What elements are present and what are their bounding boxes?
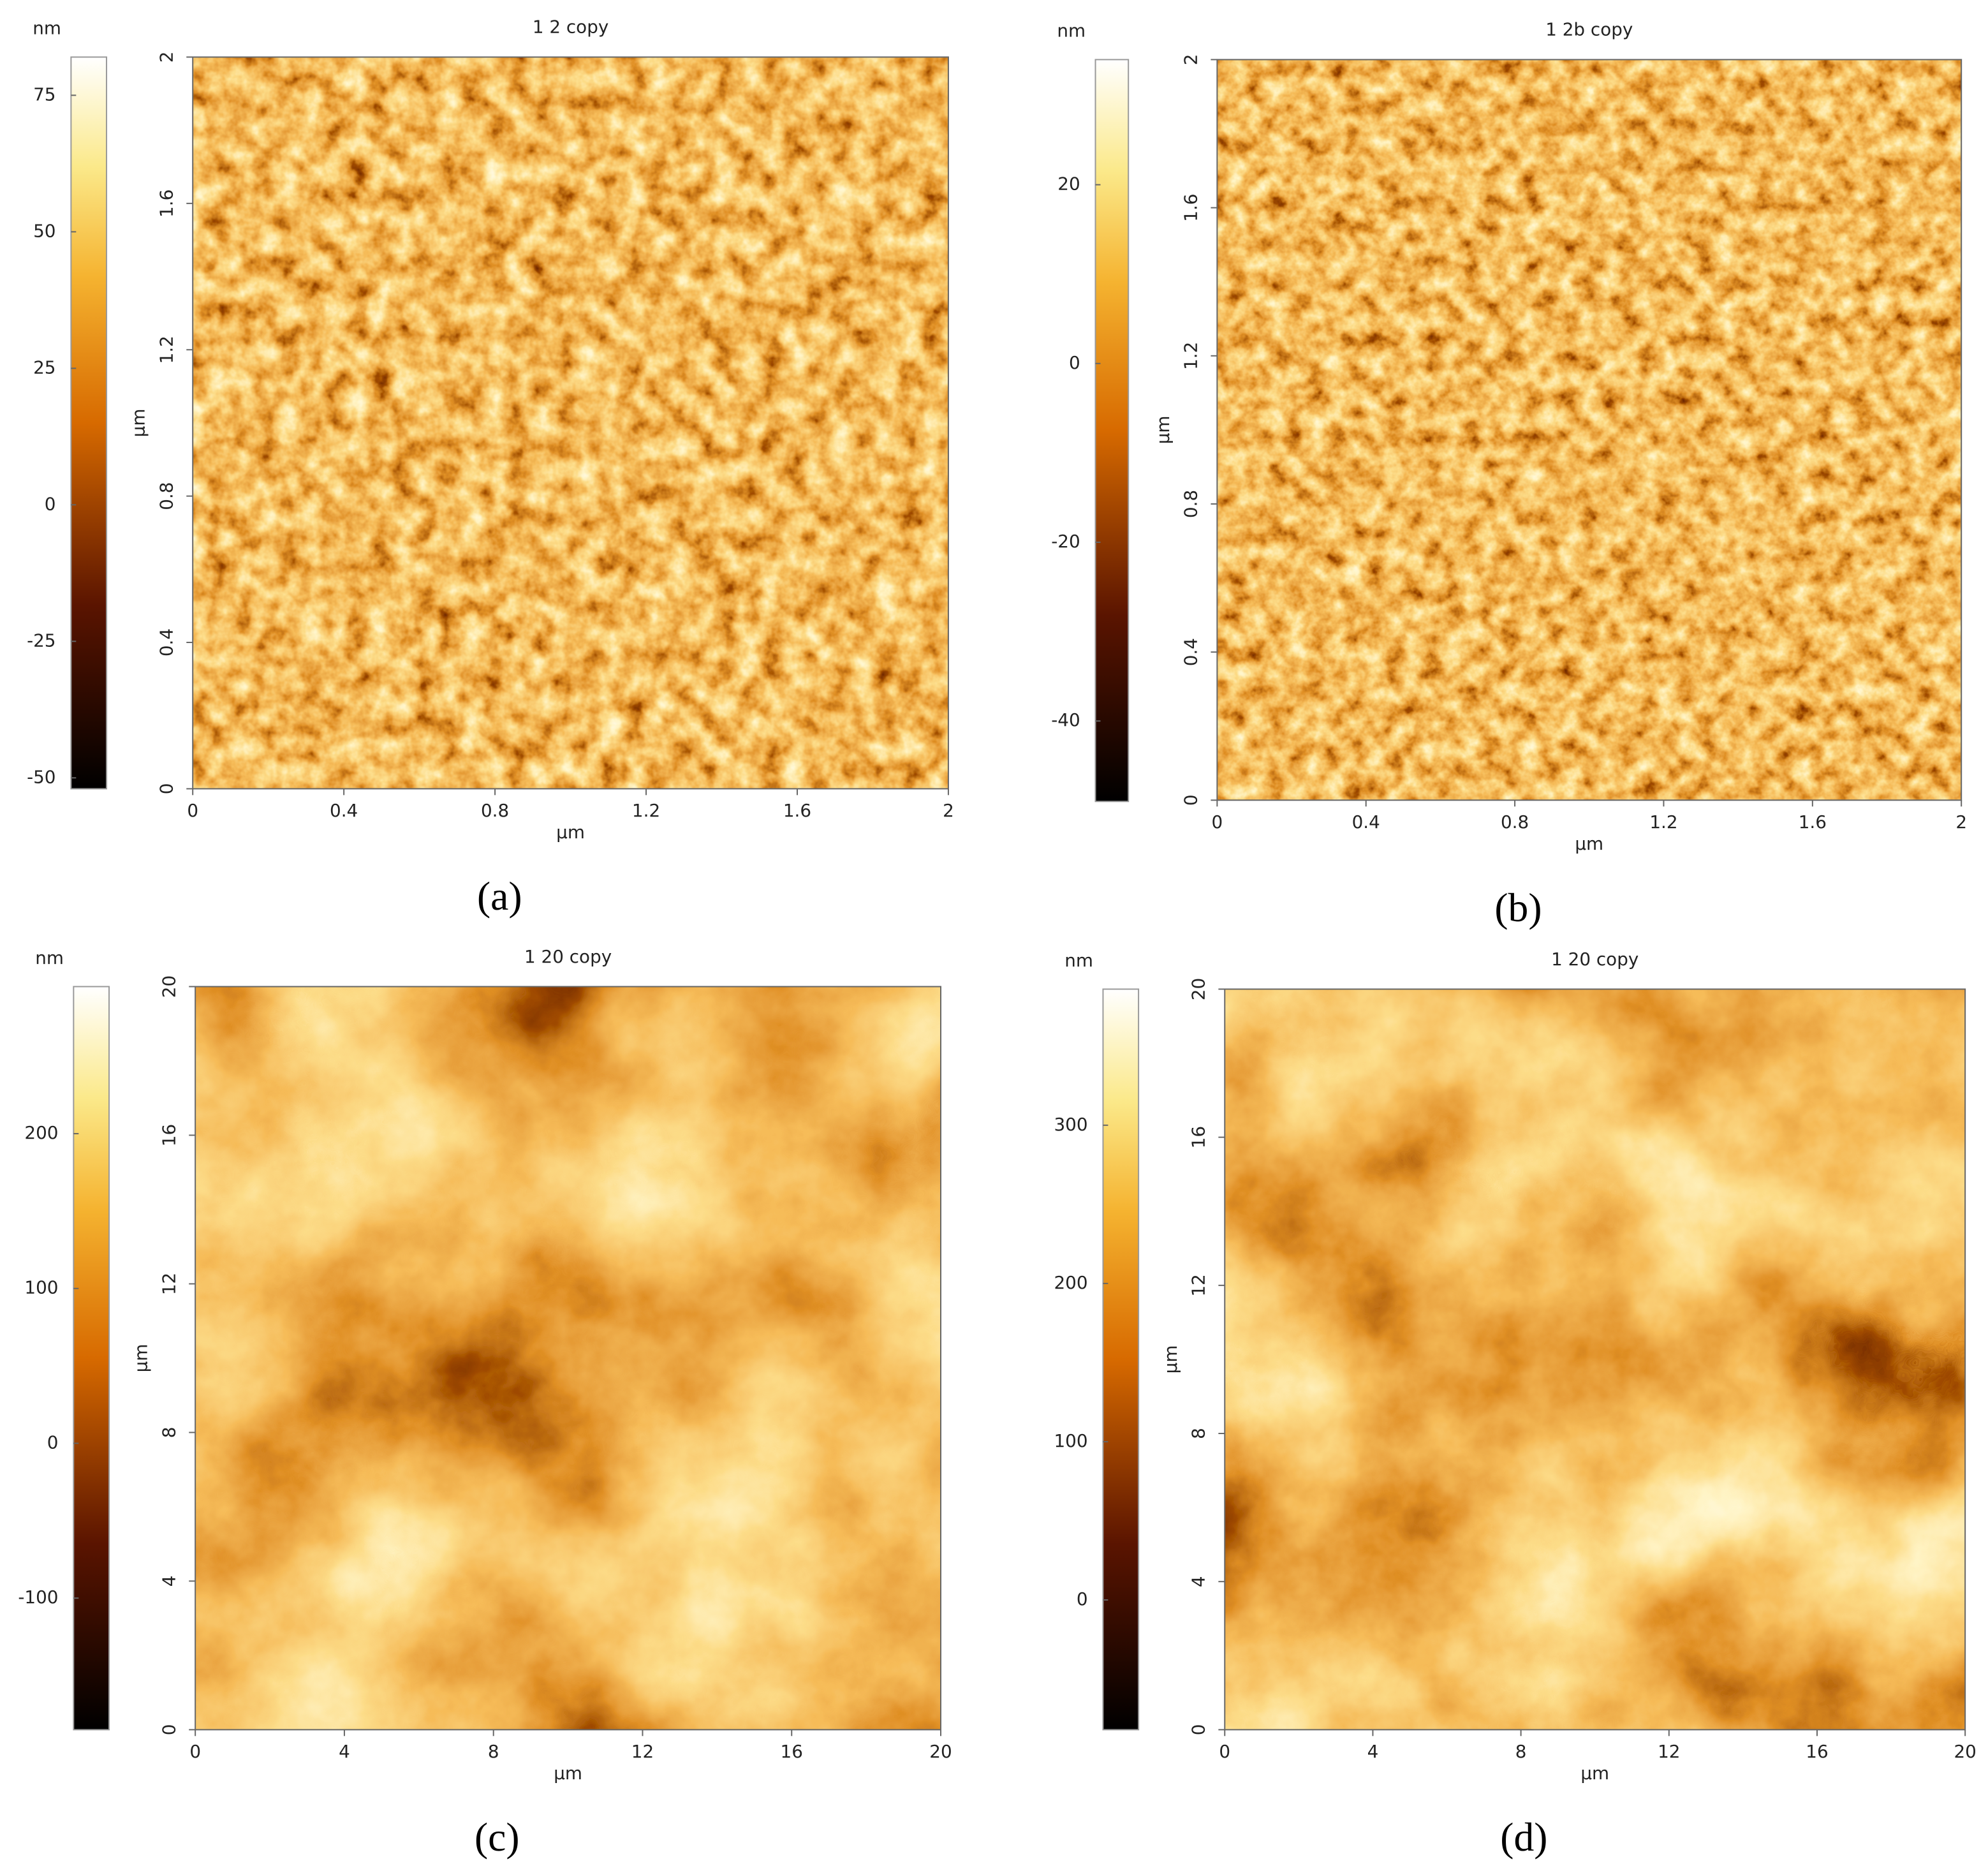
panel-title: 1 20 copy [524, 946, 612, 967]
y-tick-label: 0.8 [156, 482, 177, 510]
x-tick-label: 0 [1212, 811, 1223, 833]
panel-title: 1 2b copy [1545, 19, 1633, 40]
colorbar-tick-label: 0 [45, 493, 56, 514]
x-tick-label: 1.2 [632, 800, 660, 821]
y-axis-label: µm [128, 409, 149, 438]
y-tick-label: 16 [1188, 1126, 1209, 1148]
x-tick-label: 4 [339, 1741, 350, 1762]
image-frame [195, 986, 942, 1731]
x-tick-label: 0 [189, 1741, 201, 1762]
y-tick-label: 1.2 [1181, 342, 1202, 370]
x-axis-label: µm [1580, 1763, 1609, 1784]
y-tick-label: 0 [1188, 1724, 1209, 1736]
x-tick-label: 4 [1367, 1741, 1379, 1762]
panel-label: (a) [477, 873, 522, 919]
y-tick-label: 0 [156, 783, 177, 795]
colorbar-unit: nm [33, 18, 61, 39]
y-tick-label: 8 [158, 1427, 179, 1439]
x-axis-label: µm [554, 1763, 582, 1784]
y-tick-label: 0 [158, 1724, 179, 1736]
colorbar [70, 56, 108, 790]
y-tick-label: 0.4 [1181, 638, 1202, 666]
colorbar-tick-label: 0 [1069, 352, 1080, 373]
colorbar-tick-label: -40 [1051, 709, 1080, 730]
colorbar-tick-label: -20 [1051, 531, 1080, 552]
x-tick-label: 1.2 [1649, 811, 1677, 833]
colorbar-tick-label: 50 [33, 220, 55, 241]
colorbar-tick-label: 300 [1054, 1114, 1088, 1135]
x-axis-label: µm [1575, 833, 1603, 854]
y-tick-label: 0.4 [156, 628, 177, 656]
x-tick-label: 0 [187, 800, 198, 821]
panel-label: (d) [1500, 1814, 1547, 1860]
x-tick-label: 0.4 [1352, 811, 1380, 833]
colorbar-tick-label: 200 [1054, 1272, 1088, 1293]
image-frame [1224, 988, 1966, 1731]
colorbar-tick-label: -100 [18, 1587, 58, 1608]
colorbar-tick-label: 200 [24, 1122, 58, 1143]
x-tick-label: 2 [1955, 811, 1967, 833]
y-tick-label: 0 [1181, 794, 1202, 806]
y-tick-label: 20 [158, 975, 179, 998]
x-tick-label: 2 [943, 800, 954, 821]
x-tick-label: 16 [1806, 1741, 1828, 1762]
colorbar-tick-label: 20 [1057, 174, 1080, 195]
y-tick-label: 8 [1188, 1428, 1209, 1439]
x-tick-label: 12 [631, 1741, 654, 1762]
afm-image [195, 986, 941, 1730]
colorbar-unit: nm [1057, 20, 1086, 41]
colorbar-tick-label: -50 [27, 766, 55, 787]
x-tick-label: 20 [929, 1741, 952, 1762]
y-tick-label: 12 [158, 1273, 179, 1295]
afm-image [1217, 59, 1962, 801]
colorbar [1102, 988, 1140, 1731]
colorbar-tick-label: 0 [47, 1432, 59, 1453]
x-tick-label: 8 [1515, 1741, 1527, 1762]
x-tick-label: 0.8 [481, 800, 509, 821]
image-frame [1216, 59, 1962, 801]
y-axis-label: µm [1160, 1345, 1181, 1374]
y-tick-label: 1.2 [156, 336, 177, 364]
x-tick-label: 8 [488, 1741, 499, 1762]
y-tick-label: 12 [1188, 1274, 1209, 1296]
y-axis-label: µm [1152, 415, 1174, 444]
x-tick-label: 16 [781, 1741, 803, 1762]
colorbar-unit: nm [35, 947, 64, 968]
colorbar-tick-label: -25 [27, 630, 55, 651]
panel-title: 1 2 copy [533, 17, 609, 38]
y-tick-label: 2 [156, 52, 177, 63]
colorbar [1094, 59, 1130, 803]
x-tick-label: 1.6 [783, 800, 811, 821]
colorbar-tick-label: 100 [1054, 1430, 1088, 1451]
y-tick-label: 4 [158, 1576, 179, 1587]
panel-label: (b) [1494, 885, 1542, 930]
afm-image [193, 57, 948, 789]
colorbar [73, 986, 110, 1731]
image-frame [192, 56, 949, 790]
x-tick-label: 1.6 [1799, 811, 1827, 833]
y-tick-label: 1.6 [156, 189, 177, 218]
y-tick-label: 2 [1181, 54, 1202, 66]
x-tick-label: 0.4 [330, 800, 358, 821]
afm-image [1225, 989, 1966, 1730]
y-tick-label: 1.6 [1181, 193, 1202, 221]
x-tick-label: 12 [1658, 1741, 1680, 1762]
colorbar-tick-label: 75 [33, 84, 55, 105]
y-tick-label: 20 [1188, 978, 1209, 1000]
colorbar-unit: nm [1064, 950, 1093, 971]
colorbar-tick-label: 0 [1077, 1588, 1088, 1610]
y-axis-label: µm [131, 1344, 152, 1373]
x-axis-label: µm [556, 822, 585, 843]
x-tick-label: 0.8 [1501, 811, 1529, 833]
y-tick-label: 4 [1188, 1576, 1209, 1587]
colorbar-tick-label: 25 [33, 357, 55, 378]
panel-title: 1 20 copy [1551, 949, 1638, 970]
colorbar-tick-label: 100 [24, 1277, 58, 1298]
panel-label: (c) [475, 1814, 520, 1860]
y-tick-label: 0.8 [1181, 490, 1202, 518]
x-tick-label: 20 [1954, 1741, 1976, 1762]
y-tick-label: 16 [158, 1124, 179, 1146]
x-tick-label: 0 [1219, 1741, 1230, 1762]
